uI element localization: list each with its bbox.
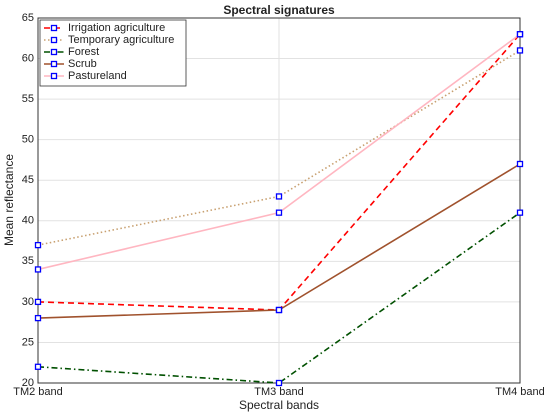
data-point: [275, 306, 283, 314]
legend-label: Pastureland: [68, 70, 127, 82]
data-point: [34, 314, 42, 322]
y-tick-label: 25: [22, 336, 34, 348]
x-tick-label: TM4 band: [495, 386, 545, 398]
y-tick-label: 55: [22, 93, 34, 105]
y-tick-label: 45: [22, 174, 34, 186]
data-point: [34, 266, 42, 273]
legend-label: Temporary agriculture: [68, 34, 174, 46]
chart-title: Spectral signatures: [223, 3, 335, 17]
y-tick-label: 50: [22, 134, 34, 146]
legend-label: Forest: [68, 46, 99, 58]
data-point: [516, 160, 524, 168]
y-tick-label: 20: [22, 377, 34, 389]
legend-label: Irrigation agriculture: [68, 22, 165, 34]
x-tick-label: TM3 band: [254, 386, 304, 398]
legend-marker: [50, 24, 58, 32]
x-tick-label: TM2 band: [13, 386, 63, 398]
data-point: [275, 209, 283, 216]
legend-label: Scrub: [68, 58, 97, 70]
legend-marker: [50, 36, 58, 44]
data-point: [34, 241, 42, 249]
legend-box: [39, 19, 187, 87]
data-point: [516, 209, 524, 216]
x-axis-label: Spectral bands: [239, 398, 319, 412]
legend-marker: [50, 60, 58, 68]
data-point: [516, 47, 524, 54]
y-tick-label: 35: [22, 255, 34, 267]
data-point: [34, 298, 42, 306]
y-tick-label: 30: [22, 296, 34, 308]
data-point: [516, 31, 524, 38]
y-tick-label: 65: [22, 12, 34, 24]
legend-marker: [50, 48, 58, 56]
data-point: [34, 363, 42, 370]
y-tick-label: 40: [22, 215, 34, 227]
y-tick-label: 60: [22, 52, 34, 64]
legend-marker: [50, 72, 58, 80]
data-point: [275, 193, 283, 200]
y-axis-label: Mean reflectance: [2, 154, 16, 246]
data-point: [275, 379, 283, 387]
